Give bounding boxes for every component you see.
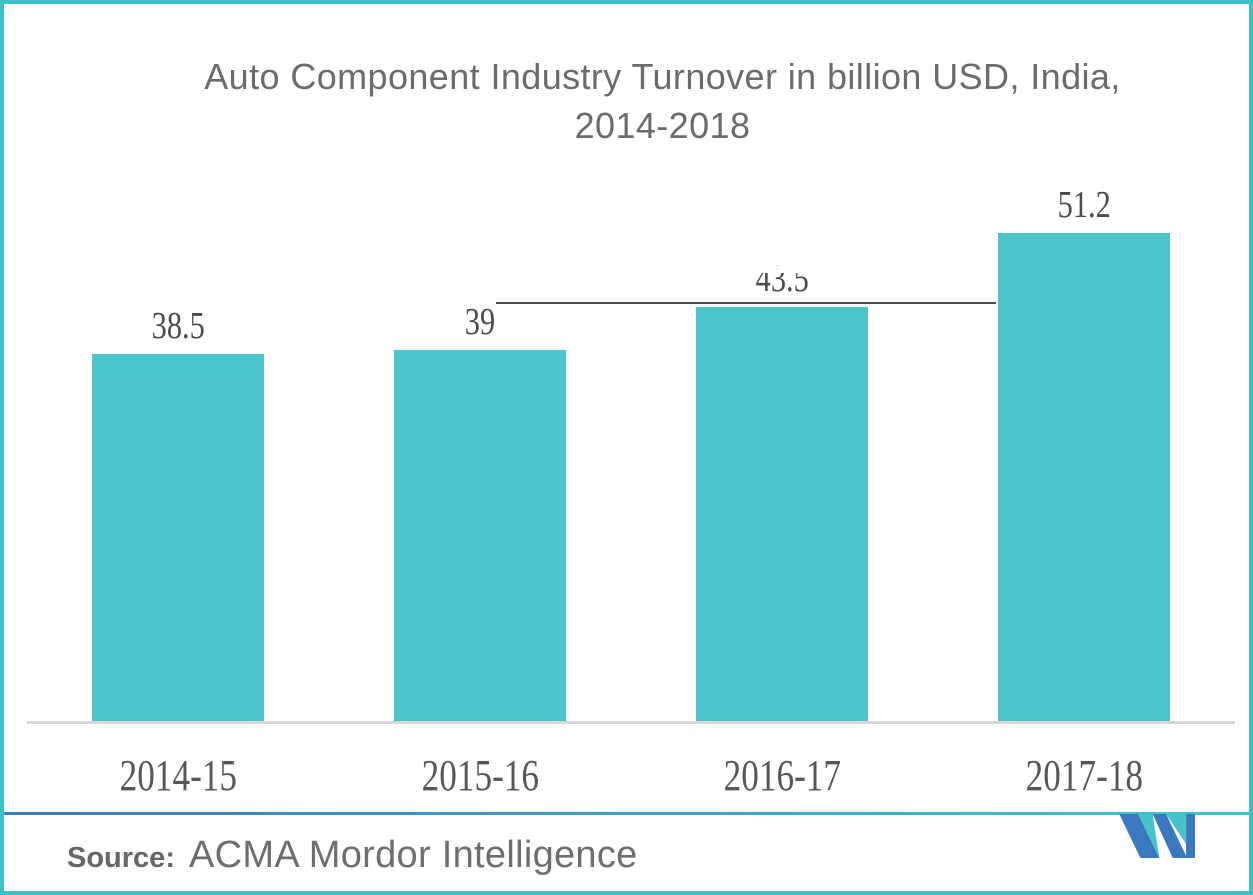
chart-title-line2: 2014-2018 bbox=[574, 105, 751, 146]
x-axis-label-2014-15: 2014-15 bbox=[119, 751, 237, 800]
bar-2016-17 bbox=[696, 307, 868, 722]
value-label-2015-16: 39 bbox=[464, 301, 496, 343]
bar-2015-16 bbox=[394, 350, 566, 722]
chart-title-line1: Auto Component Industry Turnover in bill… bbox=[204, 56, 1121, 97]
x-axis-label-2017-18: 2017-18 bbox=[1025, 751, 1143, 800]
bar-2014-15 bbox=[92, 354, 264, 722]
label-strikethrough-artifact bbox=[740, 266, 820, 273]
x-axis-line bbox=[27, 721, 1235, 724]
chart-canvas: Auto Component Industry Turnover in bill… bbox=[4, 4, 1253, 891]
source-row: Source: ACMA Mordor Intelligence bbox=[67, 834, 638, 877]
bar-2017-18 bbox=[998, 233, 1170, 722]
source-text: ACMA Mordor Intelligence bbox=[188, 834, 638, 876]
source-label: Source: bbox=[67, 842, 175, 874]
value-label-2017-18: 51.2 bbox=[1057, 184, 1111, 226]
x-axis-label-2016-17: 2016-17 bbox=[723, 751, 841, 800]
value-label-2014-15: 38.5 bbox=[151, 305, 205, 347]
connector-line bbox=[496, 302, 996, 304]
chart-title: Auto Component Industry Turnover in bill… bbox=[4, 52, 1249, 150]
mordor-intelligence-logo-icon bbox=[1119, 814, 1195, 858]
x-axis-label-2015-16: 2015-16 bbox=[421, 751, 539, 800]
footer-separator-line bbox=[4, 812, 1253, 815]
